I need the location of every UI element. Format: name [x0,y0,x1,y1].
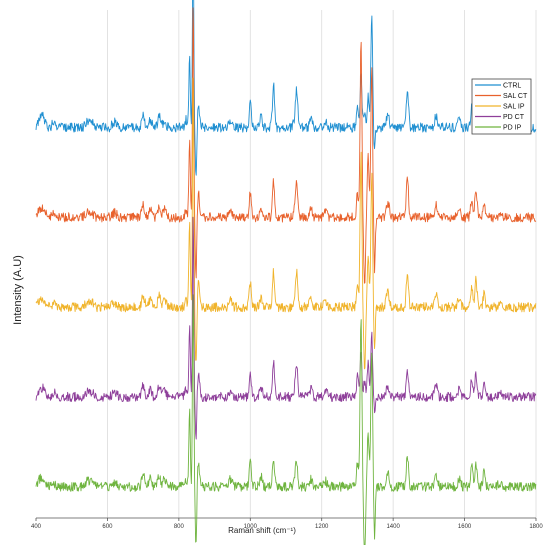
series-line-ctrl [35,0,537,176]
legend: CTRL SAL CT SAL IP PD CT PD IP [471,78,532,135]
series-line-pd-ct [35,216,537,440]
series-layer [35,0,537,545]
x-tick-label: 400 [31,524,42,530]
legend-label-sal-ct: SAL CT [503,93,528,100]
series-line-sal-ct [35,7,537,284]
legend-label-ctrl: CTRL [503,83,521,90]
x-tick-label: 1800 [529,524,543,530]
x-ticks: 400 600 800 1000 1200 1400 1600 1800 [31,518,543,530]
x-tick-label: 600 [102,524,113,530]
series-line-pd-ip [35,294,537,545]
y-axis-label: Intensity (A.U) [12,255,24,325]
x-tick-label: 800 [174,524,185,530]
series-line-sal-ip [35,77,537,370]
legend-label-sal-ip: SAL IP [503,104,525,111]
legend-label-pd-ip: PD IP [503,125,522,132]
x-tick-label: 1400 [386,524,400,530]
x-tick-label: 1600 [458,524,472,530]
x-axis-label: Raman shift (cm⁻¹) [228,526,296,535]
x-tick-label: 1200 [315,524,329,530]
legend-label-pd-ct: PD CT [503,114,525,121]
x-tick-label: 1000 [244,524,258,530]
grid [107,10,537,518]
